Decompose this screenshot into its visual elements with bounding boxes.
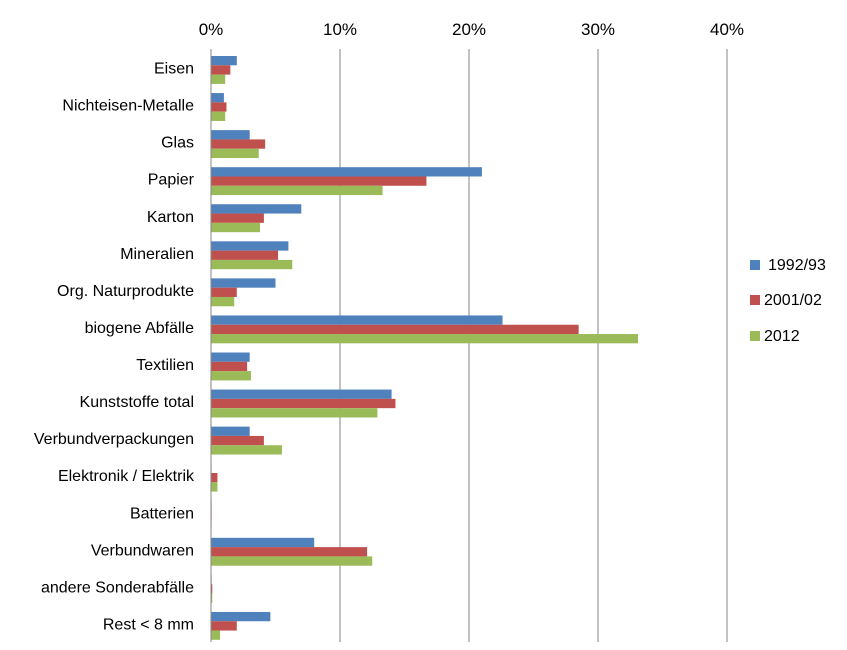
legend: 1992/93 2001/02 2012 bbox=[750, 257, 826, 345]
bar bbox=[211, 56, 237, 66]
bar bbox=[211, 250, 279, 260]
bar bbox=[211, 241, 289, 251]
bar bbox=[211, 334, 638, 344]
category-label: biogene Abfälle bbox=[85, 320, 195, 337]
category-label: Kunststoffe total bbox=[80, 394, 194, 411]
x-tick-label: 30% bbox=[581, 20, 615, 39]
x-tick-label: 10% bbox=[323, 20, 357, 39]
legend-label: 2012 bbox=[764, 328, 800, 345]
bar bbox=[211, 65, 231, 75]
category-label: Verbundwaren bbox=[91, 542, 194, 559]
bar bbox=[211, 130, 250, 140]
category-label: Org. Naturprodukte bbox=[57, 283, 194, 300]
category-label: Rest < 8 mm bbox=[103, 616, 194, 633]
category-label: Verbundverpackungen bbox=[34, 431, 194, 448]
bar bbox=[211, 296, 235, 307]
category-label: Batterien bbox=[130, 505, 194, 522]
bar bbox=[211, 426, 250, 436]
bar bbox=[211, 537, 315, 548]
category-labels: Eisen Nichteisen-Metalle Glas Papier Karton M… bbox=[34, 61, 195, 634]
bar bbox=[211, 584, 213, 594]
legend-label: 1992/93 bbox=[768, 257, 826, 274]
bar bbox=[211, 398, 396, 409]
bar bbox=[211, 556, 373, 566]
bar bbox=[211, 222, 261, 233]
bar bbox=[211, 315, 503, 325]
bar bbox=[211, 472, 218, 483]
bar bbox=[211, 259, 293, 270]
bar bbox=[211, 204, 302, 214]
bar bbox=[211, 611, 271, 622]
bar bbox=[211, 389, 392, 399]
gridlines bbox=[339, 49, 728, 642]
bar bbox=[211, 185, 383, 196]
bar bbox=[211, 167, 482, 177]
x-tick-label: 20% bbox=[452, 20, 486, 39]
bar bbox=[211, 176, 427, 186]
bar bbox=[211, 324, 579, 335]
x-tick-labels: 0% 10% 20% 30% 40% bbox=[199, 20, 744, 39]
bar bbox=[211, 435, 264, 446]
bar bbox=[211, 547, 368, 557]
bar bbox=[211, 352, 250, 362]
x-tick-label: 0% bbox=[199, 20, 224, 39]
bar bbox=[211, 621, 237, 631]
x-tick-label: 40% bbox=[710, 20, 744, 39]
category-label: Elektronik / Elektrik bbox=[58, 468, 195, 485]
bars bbox=[211, 56, 638, 640]
category-label: andere Sonderabfälle bbox=[41, 579, 194, 596]
bar bbox=[211, 148, 259, 159]
category-label: Karton bbox=[147, 209, 194, 226]
bar bbox=[211, 408, 378, 418]
bar bbox=[211, 139, 266, 149]
category-label: Mineralien bbox=[120, 246, 194, 263]
category-label: Glas bbox=[161, 135, 194, 152]
bar bbox=[211, 278, 276, 288]
legend-swatch bbox=[750, 331, 760, 341]
category-label: Papier bbox=[148, 172, 195, 189]
bar bbox=[211, 213, 264, 223]
category-label: Nichteisen-Metalle bbox=[62, 98, 194, 115]
bar bbox=[211, 102, 227, 112]
bar bbox=[211, 630, 221, 640]
bar bbox=[211, 593, 213, 603]
legend-swatch bbox=[750, 260, 760, 270]
legend-swatch bbox=[750, 295, 760, 305]
bar bbox=[211, 93, 224, 103]
bar bbox=[211, 445, 282, 455]
bar bbox=[211, 74, 226, 84]
bar bbox=[211, 287, 237, 297]
category-label: Eisen bbox=[154, 61, 194, 78]
bar bbox=[211, 371, 251, 381]
bar bbox=[211, 482, 218, 492]
bar bbox=[211, 361, 248, 372]
bar bbox=[211, 111, 226, 121]
category-label: Textilien bbox=[136, 357, 194, 374]
legend-label: 2001/02 bbox=[764, 292, 822, 309]
